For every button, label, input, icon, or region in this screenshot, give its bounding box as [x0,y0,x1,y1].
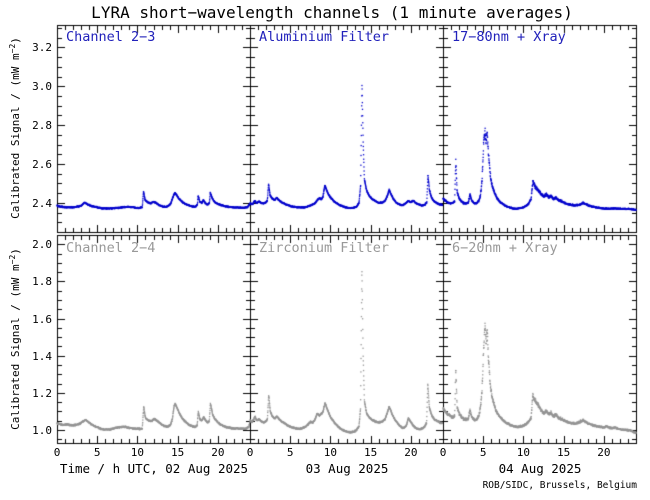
y-axis-title-text: Calibrated Signal / (mW m [9,264,22,430]
x-axis-date-03-aug: 03 Aug 2025 [305,461,389,476]
y-tick-label: 2.0 [32,238,52,252]
x-tick-label: 5 [93,446,101,459]
y-tick-label: 1.4 [32,349,52,363]
y-tick-label: 1.8 [32,275,52,289]
panel-label-channel-2-4: Channel 2−4 [66,240,156,256]
x-tick-label: 15 [171,446,185,459]
x-tick-label: 10 [516,446,531,459]
y-tick-label: 1.0 [32,424,52,437]
x-tick-label: 5 [479,446,487,459]
x-tick-label: 0 [439,446,447,459]
y-tick-label: 1.2 [32,386,52,400]
panel-label-zirconium-filter: Zirconium Filter [259,240,390,256]
panel-label-channel-2-3: Channel 2−3 [66,29,156,45]
y-axis-title-bottom: Calibrated Signal / (mW m−2) [8,229,23,449]
chart-title: LYRA short−wavelength channels (1 minute… [91,3,573,22]
x-tick-label: 0 [53,446,61,459]
y-tick-label: 1.6 [32,312,52,326]
y-tick-label: 3.2 [32,41,52,55]
x-tick-label: 15 [364,446,378,459]
x-tick-label: 20 [211,446,225,459]
y-tick-label: 2.8 [32,119,52,133]
x-tick-label: 20 [404,446,418,459]
x-tick-label: 20 [597,446,611,459]
x-tick-label: 5 [286,446,294,459]
y-tick-label: 3.0 [32,80,52,94]
y-tick-label: 2.6 [32,157,52,171]
panel-label-6-20nm-xray: 6−20nm + Xray [452,240,558,256]
panel-label-aluminium-filter: Aluminium Filter [259,29,390,45]
y-axis-title-text: Calibrated Signal / (mW m [9,53,22,219]
x-tick-label: 15 [557,446,571,459]
credit-text: ROB/SIDC, Brussels, Belgium [482,480,637,491]
x-axis-date-04-aug: 04 Aug 2025 [498,461,582,476]
y-axis-title-superscript: −2 [8,43,17,54]
y-axis-title-superscript: −2 [8,254,17,265]
y-tick-label: 2.4 [32,196,52,210]
x-tick-label: 10 [323,446,338,459]
panel-label-17-80nm-xray: 17−80nm + Xray [452,29,566,45]
x-tick-label: 10 [130,446,145,459]
x-axis-date-02-aug: Time / h UTC, 02 Aug 2025 [59,461,249,476]
x-tick-label: 0 [246,446,254,459]
